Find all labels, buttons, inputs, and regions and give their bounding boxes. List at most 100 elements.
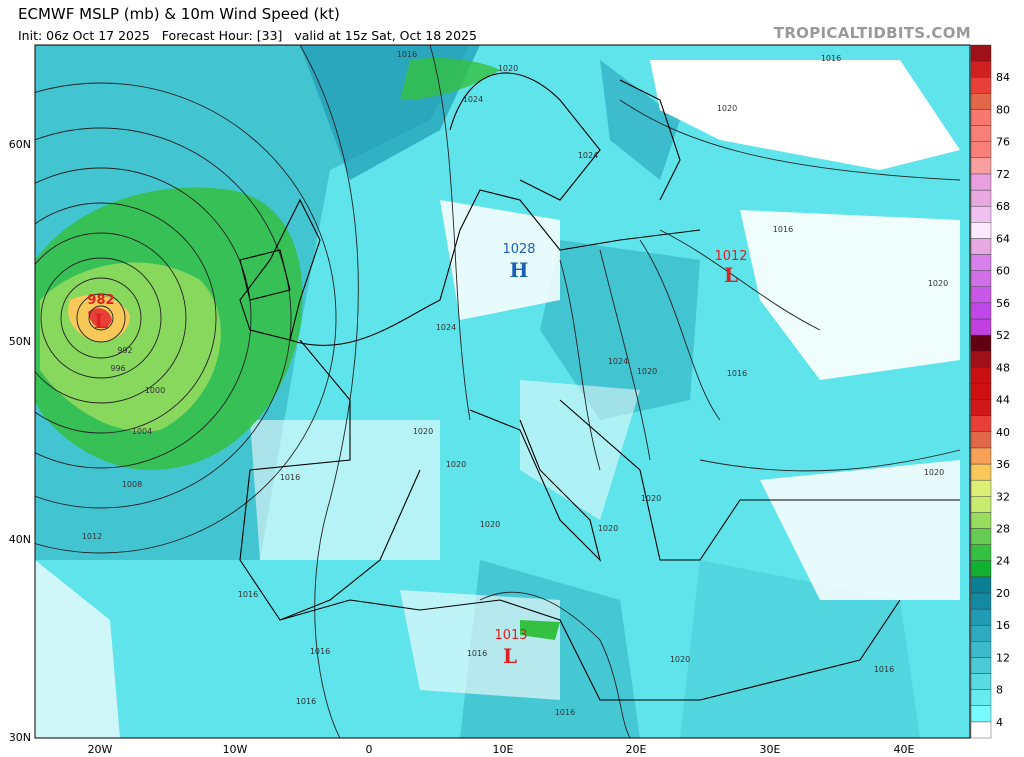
map-title: ECMWF MSLP (mb) & 10m Wind Speed (kt)	[18, 5, 340, 23]
isobar-label: 1020	[480, 520, 500, 529]
colorbar-label: 8	[996, 684, 1003, 697]
isobar-label: 1024	[608, 357, 628, 366]
colorbar-bin	[970, 125, 992, 142]
colorbar-label: 84	[996, 71, 1010, 84]
colorbar-label: 28	[996, 522, 1010, 535]
isobar-label: 1016	[467, 649, 487, 658]
lat-label: 40N	[9, 533, 31, 546]
colorbar-bin	[970, 44, 992, 62]
colorbar-label: 16	[996, 619, 1010, 632]
colorbar-label: 36	[996, 458, 1010, 471]
map-subtitle: Init: 06z Oct 17 2025 Forecast Hour: [33…	[18, 28, 477, 43]
colorbar-bin	[970, 641, 992, 658]
colorbar-label: 68	[996, 200, 1010, 213]
colorbar-bin	[970, 657, 992, 674]
isobar-label: 1016	[238, 590, 258, 599]
isobars	[35, 45, 961, 738]
isobar-label: 1024	[436, 323, 456, 332]
lat-label: 30N	[9, 731, 31, 744]
colorbar-bin	[970, 93, 992, 110]
low-marker: L	[724, 263, 738, 287]
colorbar-bin	[970, 109, 992, 126]
colorbar-bin	[970, 141, 992, 159]
colorbar-bin	[970, 238, 992, 255]
colorbar-bin	[970, 415, 992, 432]
pressure-center-low-1012: 1012 L	[714, 249, 747, 287]
colorbar-label: 72	[996, 168, 1010, 181]
colorbar-label: 44	[996, 394, 1010, 407]
high-marker: H	[510, 258, 529, 282]
colorbar-bin	[970, 318, 992, 336]
isobar-label: 992	[117, 346, 132, 355]
colorbar-bin	[970, 351, 992, 368]
isobar-label: 1016	[821, 54, 841, 63]
pressure-value: 1013	[494, 628, 527, 643]
lon-label: 30E	[760, 743, 781, 756]
map-field	[35, 45, 970, 738]
colorbar-bin	[970, 496, 992, 513]
colorbar-bin	[970, 592, 992, 610]
lat-label: 50N	[9, 335, 31, 348]
brand-watermark[interactable]: TROPICALTIDBITS.COM	[773, 24, 971, 42]
colorbar-label: 60	[996, 265, 1010, 278]
colorbar-bin	[970, 479, 992, 497]
colorbar-label: 12	[996, 651, 1010, 664]
pressure-value: 1028	[502, 242, 535, 257]
isobar-label: 1016	[555, 708, 575, 717]
isobar-label: 1016	[296, 697, 316, 706]
lon-label: 20E	[626, 743, 647, 756]
isobar-label: 1020	[598, 524, 618, 533]
colorbar-bin	[970, 60, 992, 78]
colorbar-bin	[970, 189, 992, 207]
colorbar-bin	[970, 544, 992, 561]
colorbar-bin	[970, 512, 992, 529]
colorbar-label: 24	[996, 555, 1010, 568]
isobar-label: 1020	[670, 655, 690, 664]
isobar-label: 1016	[874, 665, 894, 674]
isobar-label: 1020	[928, 279, 948, 288]
colorbar-label: 56	[996, 297, 1010, 310]
isobar-label: 1020	[637, 367, 657, 376]
colorbar-bin	[970, 576, 992, 594]
isobar-label: 1016	[727, 369, 747, 378]
colorbar-bin	[970, 399, 992, 416]
colorbar-label: 32	[996, 490, 1010, 503]
colorbar-bin	[970, 77, 992, 94]
colorbar-bin	[970, 383, 992, 400]
isobar-label: 1012	[82, 532, 102, 541]
isobar-label: 1020	[498, 64, 518, 73]
isobar-label: 1000	[145, 386, 165, 395]
isobar-label: 1020	[641, 494, 661, 503]
colorbar-bin	[970, 447, 992, 465]
isobar-label: 1020	[717, 104, 737, 113]
colorbar-label: 80	[996, 103, 1010, 116]
colorbar-bin	[970, 205, 992, 223]
colorbar-bin	[970, 721, 992, 739]
coastlines	[239, 72, 960, 701]
isobar-label: 1004	[132, 427, 152, 436]
colorbar-bin	[970, 254, 992, 271]
colorbar-bin	[970, 705, 992, 723]
isobar-label: 996	[110, 364, 125, 373]
colorbar-bin	[970, 286, 992, 304]
isobar-label: 1016	[773, 225, 793, 234]
isobar-label: 1016	[280, 473, 300, 482]
pressure-value: 1012	[714, 249, 747, 264]
isobar-labels: 1016 1020 1024 1016 1020 1024 1016 1020 1024 1024…	[82, 50, 948, 717]
colorbar-bin	[970, 270, 992, 287]
isobar-label: 1008	[122, 480, 142, 489]
colorbar-bin	[970, 689, 992, 706]
colorbar-bin	[970, 173, 992, 191]
colorbar-bin	[970, 367, 992, 384]
colorbar-bin	[970, 608, 992, 626]
colorbar-bin	[970, 528, 992, 545]
isobar-label: 1020	[924, 468, 944, 477]
pressure-center-low-982: 982 L	[87, 293, 114, 333]
isobar-label: 1020	[446, 460, 466, 469]
lon-label: 40E	[894, 743, 915, 756]
pressure-center-low-1013: 1013 L	[494, 628, 527, 668]
colorbar-bin	[970, 624, 992, 642]
pressure-value: 982	[87, 293, 114, 308]
